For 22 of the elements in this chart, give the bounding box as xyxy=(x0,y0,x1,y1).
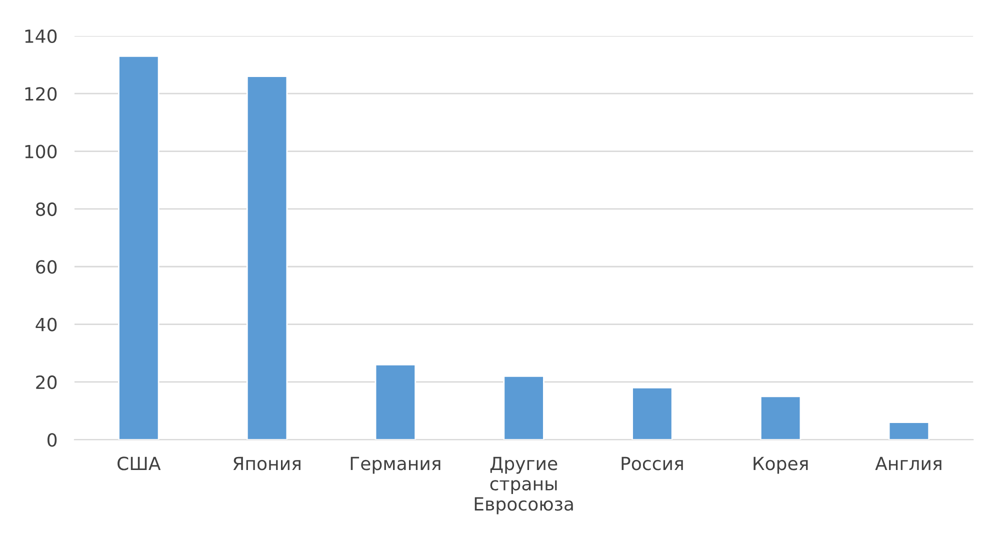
bar xyxy=(503,376,544,440)
y-tick-label: 60 xyxy=(36,260,57,274)
x-tick-label: Корея xyxy=(754,456,808,474)
bar xyxy=(760,396,802,440)
x-tick-label: Англия xyxy=(875,456,942,470)
y-tick-label: 20 xyxy=(36,375,57,390)
x-tick-label: Россия xyxy=(622,456,683,470)
x-tick-label: Япония xyxy=(233,456,300,470)
x-tick-label: Германия xyxy=(350,456,440,474)
bar xyxy=(888,422,930,440)
bar xyxy=(246,76,288,440)
bar xyxy=(374,364,416,440)
x-tick-label: США xyxy=(118,456,161,470)
y-tick-label: 100 xyxy=(25,144,57,158)
bar xyxy=(118,55,160,440)
y-tick-label: 140 xyxy=(25,29,57,44)
bar xyxy=(632,387,673,440)
y-tick-label: 80 xyxy=(36,202,57,216)
x-tick-label: Другие страны Евросоюза xyxy=(474,456,573,514)
y-tick-label: 0 xyxy=(48,433,57,447)
y-tick-label: 40 xyxy=(36,318,57,332)
y-tick-label: 120 xyxy=(25,87,57,101)
